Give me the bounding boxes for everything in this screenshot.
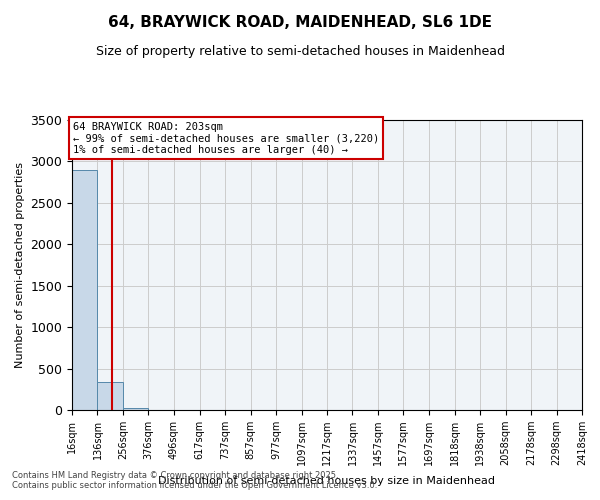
Y-axis label: Number of semi-detached properties: Number of semi-detached properties (15, 162, 25, 368)
Text: Contains HM Land Registry data © Crown copyright and database right 2025.
Contai: Contains HM Land Registry data © Crown c… (12, 470, 377, 490)
Text: 64 BRAYWICK ROAD: 203sqm
← 99% of semi-detached houses are smaller (3,220)
1% of: 64 BRAYWICK ROAD: 203sqm ← 99% of semi-d… (73, 122, 379, 155)
Text: 64, BRAYWICK ROAD, MAIDENHEAD, SL6 1DE: 64, BRAYWICK ROAD, MAIDENHEAD, SL6 1DE (108, 15, 492, 30)
Bar (72, 170, 97, 410)
X-axis label: Distribution of semi-detached houses by size in Maidenhead: Distribution of semi-detached houses by … (158, 476, 496, 486)
Text: Size of property relative to semi-detached houses in Maidenhead: Size of property relative to semi-detach… (95, 45, 505, 58)
Bar (123, 408, 148, 410)
Bar (97, 382, 123, 410)
